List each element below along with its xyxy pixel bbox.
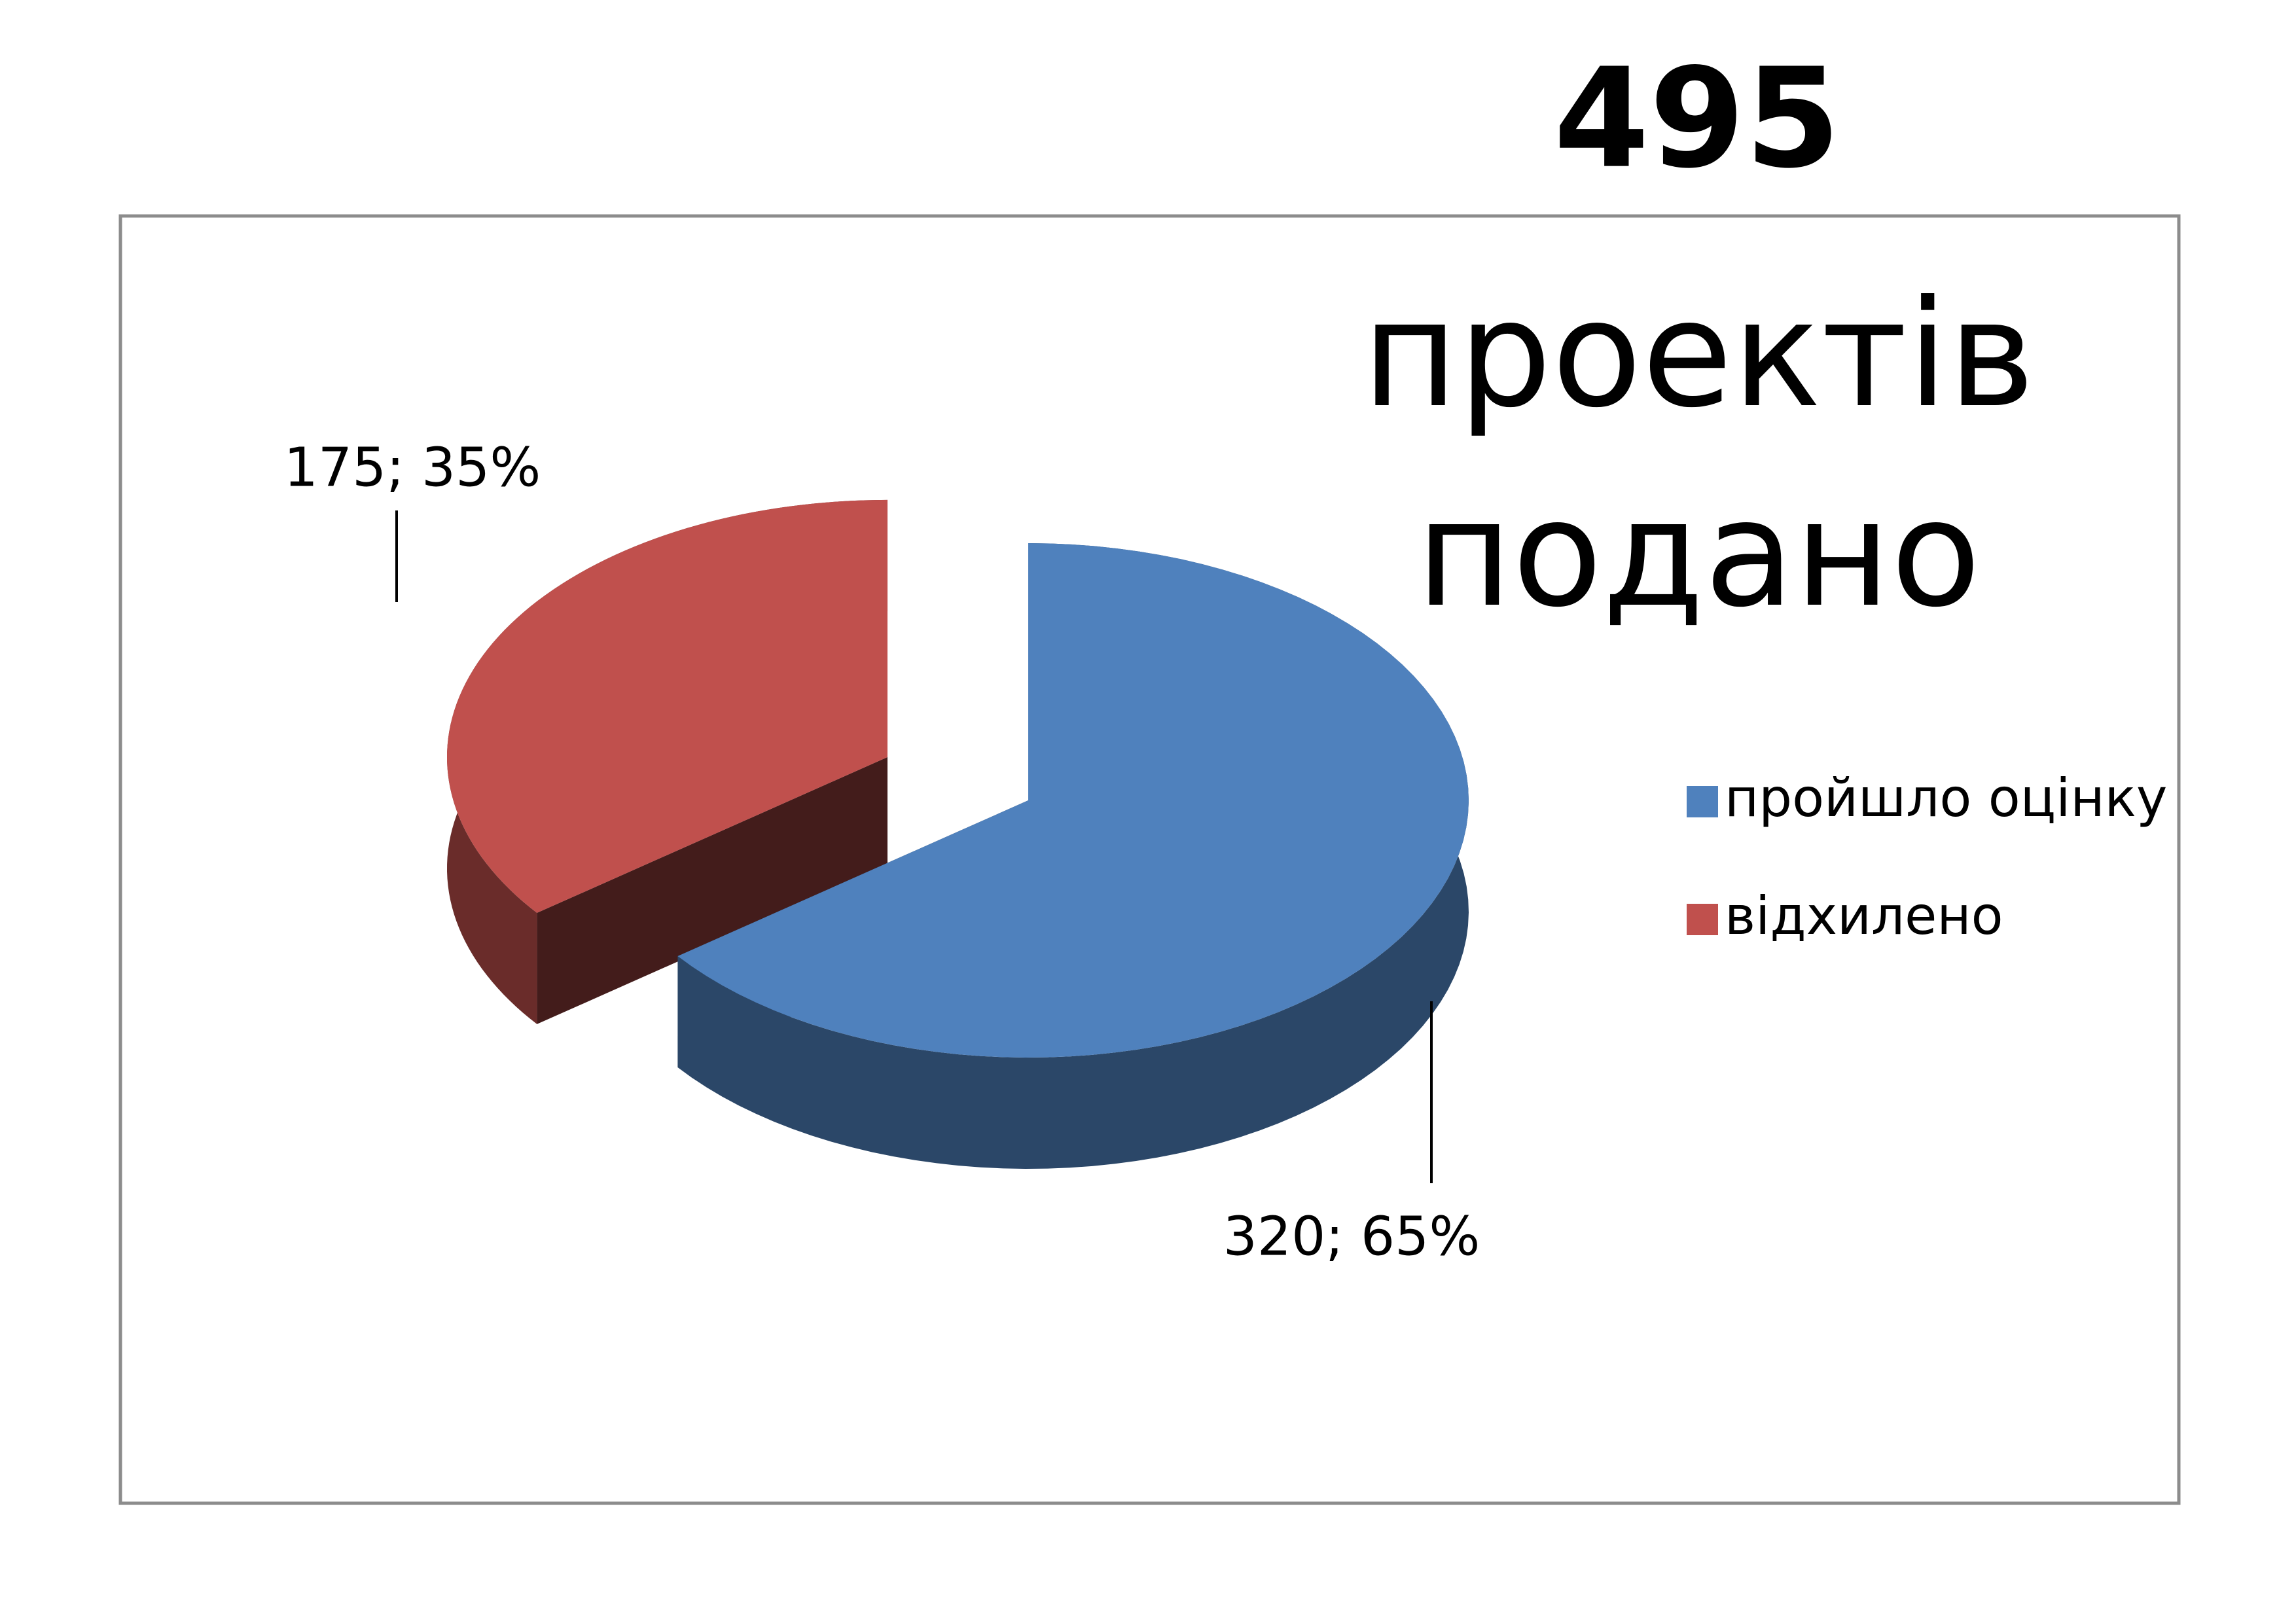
slice-wall	[537, 757, 888, 1024]
chart-subtitle: проектів подано	[1361, 269, 2036, 640]
slice-top	[447, 499, 888, 913]
data-label: 320; 65%	[1223, 1205, 1480, 1268]
slice-side	[677, 543, 1469, 1169]
legend-swatch	[1687, 786, 1718, 817]
pie-slice	[677, 543, 1469, 1169]
slice-top	[677, 543, 1469, 1058]
legend-label: пройшло оцінку	[1725, 768, 2167, 829]
pie-slice	[447, 499, 888, 1024]
chart-title: 495	[1554, 39, 1840, 199]
legend-label: відхилено	[1725, 885, 2003, 946]
legend-swatch	[1687, 904, 1718, 935]
data-label: 175; 35%	[284, 437, 541, 499]
